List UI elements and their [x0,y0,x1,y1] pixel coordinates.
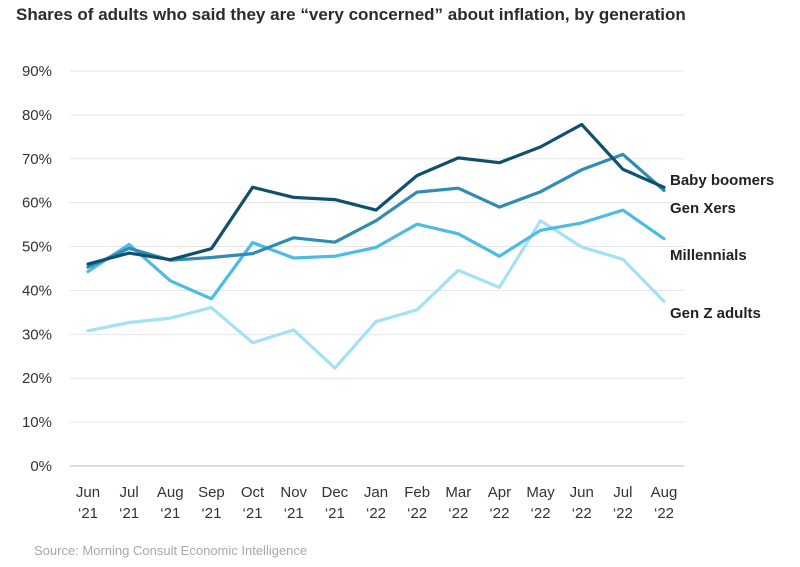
x-tick-year: ‘22 [654,505,674,522]
y-axis-ticks: 0% 10% 20% 30% 40% 50% 60% 70% 80% 90% [22,63,52,475]
y-tick-label: 90% [22,63,52,80]
x-tick-year: ‘21 [201,505,221,522]
series-label-baby-boomers: Baby boomers [670,172,774,189]
x-tick-label: Aug [651,484,678,501]
series-label-gen-z-adults: Gen Z adults [670,305,761,322]
x-tick-label: Aug [157,484,184,501]
y-tick-label: 40% [22,282,52,299]
x-tick-label: Apr [488,484,511,501]
y-tick-label: 0% [30,458,52,475]
x-tick-year: ‘22 [572,505,592,522]
y-tick-label: 30% [22,326,52,343]
x-tick-year: ‘22 [407,505,427,522]
y-tick-label: 20% [22,370,52,387]
y-tick-label: 70% [22,151,52,168]
x-tick-label: Feb [404,484,430,501]
series-label-millennials: Millennials [670,247,747,264]
x-tick-label: Jan [364,484,388,501]
x-tick-label: Sep [198,484,225,501]
chart-title: Shares of adults who said they are “very… [16,5,686,24]
x-tick-year: ‘21 [284,505,304,522]
x-tick-year: ‘21 [243,505,263,522]
x-tick-year: ‘22 [613,505,633,522]
x-tick-year: ‘21 [160,505,180,522]
source-note: Source: Morning Consult Economic Intelli… [34,543,308,558]
x-tick-year: ‘21 [325,505,345,522]
x-tick-label: Nov [280,484,307,501]
x-tick-year: ‘22 [489,505,509,522]
y-tick-label: 50% [22,239,52,256]
x-tick-year: ‘22 [531,505,551,522]
x-tick-label: Oct [241,484,265,501]
x-tick-label: Jun [76,484,100,501]
series-line-gen-xers [86,152,666,269]
x-tick-label: Jul [120,484,139,501]
x-tick-year: ‘22 [448,505,468,522]
gridlines [70,70,684,467]
x-tick-label: Dec [322,484,349,501]
series-lines [86,122,666,370]
y-tick-label: 10% [22,414,52,431]
y-tick-label: 80% [22,107,52,124]
x-tick-label: Jun [570,484,594,501]
x-tick-label: Mar [445,484,471,501]
series-line-baby-boomers [86,122,666,266]
x-axis-ticks: Jun ‘21 Jul ‘21 Aug ‘21 Sep ‘21 Oct ‘21 Nov ‘21 Dec ‘… [76,484,677,522]
x-tick-year: ‘21 [119,505,139,522]
series-line-gen-z-adults [86,219,666,370]
x-tick-label: Jul [613,484,632,501]
series-labels: Baby boomers Gen Xers Millennials Gen Z adu… [670,172,774,322]
x-tick-year: ‘21 [78,505,98,522]
y-tick-label: 60% [22,195,52,212]
series-label-gen-xers: Gen Xers [670,200,736,217]
x-tick-year: ‘22 [366,505,386,522]
series-line-millennials [86,208,666,301]
x-tick-label: May [526,484,555,501]
